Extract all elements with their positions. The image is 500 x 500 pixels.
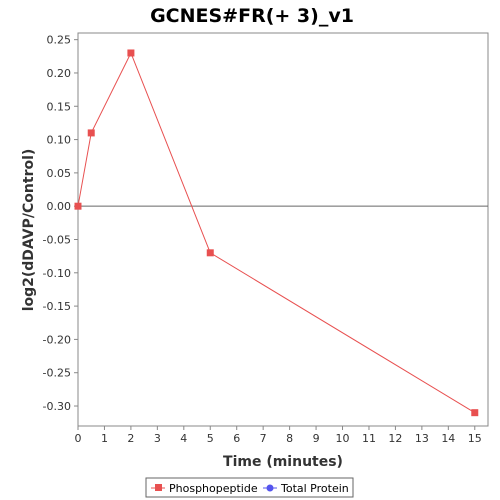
legend-box bbox=[145, 477, 354, 498]
legend-marker-phosphopeptide bbox=[155, 484, 162, 491]
y-tick-label: -0.15 bbox=[43, 300, 71, 313]
x-tick-label: 5 bbox=[207, 432, 214, 445]
legend-marker-total-protein bbox=[266, 484, 274, 492]
data-point bbox=[206, 249, 214, 257]
x-axis-label: Time (minutes) bbox=[223, 454, 343, 470]
y-tick-label: 0.20 bbox=[47, 67, 72, 80]
x-axis: 0 1 2 3 4 5 6 7 8 9 10 11 12 13 14 15 bbox=[75, 426, 482, 445]
x-tick-label: 8 bbox=[286, 432, 293, 445]
x-tick-label: 11 bbox=[362, 432, 376, 445]
y-tick-label: 0.10 bbox=[47, 134, 72, 147]
y-tick-label: 0.25 bbox=[47, 34, 72, 47]
x-tick-label: 1 bbox=[101, 432, 108, 445]
x-tick-label: 7 bbox=[260, 432, 267, 445]
y-tick-label: -0.30 bbox=[43, 400, 71, 413]
chart-title: GCNES#FR(+ 3)_v1 bbox=[150, 5, 354, 27]
plot-area bbox=[77, 32, 489, 427]
x-tick-label: 12 bbox=[388, 432, 402, 445]
data-point bbox=[127, 49, 135, 57]
y-tick-label: -0.05 bbox=[43, 233, 71, 246]
x-tick-label: 2 bbox=[127, 432, 134, 445]
x-tick-label: 6 bbox=[233, 432, 240, 445]
x-tick-label: 0 bbox=[75, 432, 82, 445]
legend-label-phosphopeptide: Phosphopeptide bbox=[169, 482, 258, 495]
y-tick-label: -0.20 bbox=[43, 333, 71, 346]
y-tick-label: -0.10 bbox=[43, 267, 71, 280]
x-tick-label: 13 bbox=[415, 432, 429, 445]
series-layer bbox=[74, 49, 479, 417]
x-tick-label: 10 bbox=[336, 432, 350, 445]
x-tick-label: 14 bbox=[441, 432, 455, 445]
y-tick-label: 0.15 bbox=[47, 100, 72, 113]
x-tick-label: 15 bbox=[468, 432, 482, 445]
x-tick-label: 3 bbox=[154, 432, 161, 445]
y-axis-label: log2(dDAVP/Control) bbox=[21, 149, 37, 312]
y-axis: 0.25 0.20 0.15 0.10 0.05 0.00 -0.05 -0.10 -0.15 -… bbox=[43, 34, 78, 413]
data-point bbox=[471, 409, 479, 417]
x-tick-label: 4 bbox=[180, 432, 187, 445]
y-tick-label: 0.05 bbox=[47, 167, 72, 180]
data-point bbox=[74, 202, 82, 210]
y-tick-label: 0.00 bbox=[47, 200, 72, 213]
y-tick-label: -0.25 bbox=[43, 367, 71, 380]
legend-label-total-protein: Total Protein bbox=[280, 482, 349, 495]
data-point bbox=[87, 129, 95, 137]
x-tick-label: 9 bbox=[313, 432, 320, 445]
legend: Phosphopeptide Total Protein bbox=[145, 477, 354, 498]
